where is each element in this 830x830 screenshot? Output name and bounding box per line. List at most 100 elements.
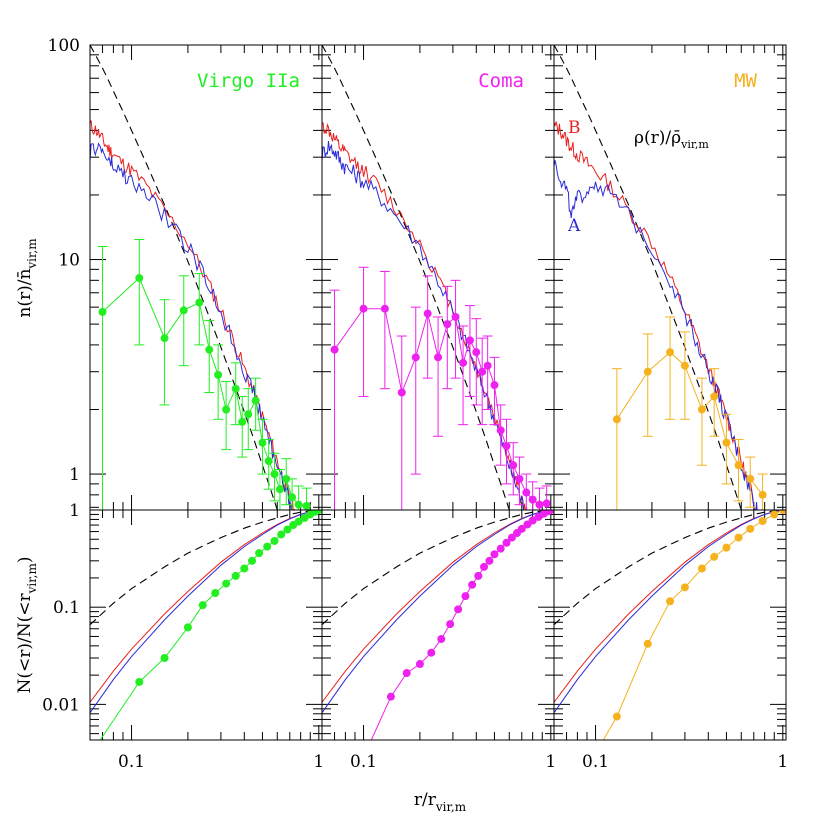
panel-frame-bottom xyxy=(321,509,555,741)
density-point xyxy=(483,361,492,370)
cumulative-point xyxy=(734,533,743,542)
x-axis-label: r/rvir,m xyxy=(414,790,467,814)
density-point xyxy=(434,353,443,362)
density-point xyxy=(238,417,247,426)
cumulative-point xyxy=(231,571,240,580)
cumulative-panel-1 xyxy=(322,510,554,740)
dashed-density-curve xyxy=(90,45,278,510)
panel-title-mw: MW xyxy=(734,70,757,92)
model-b-cumulative-curve xyxy=(554,510,783,703)
density-point xyxy=(496,426,505,435)
cumulative-point xyxy=(746,524,755,533)
panel-frame-top xyxy=(89,44,323,511)
y-tick-label-bottom: 1 xyxy=(69,501,80,521)
panel-frame-top xyxy=(321,44,555,511)
x-tick-label: 0.1 xyxy=(118,752,145,772)
cumulative-point xyxy=(263,542,272,551)
density-point xyxy=(330,345,339,354)
x-tick-label: 1 xyxy=(313,752,324,772)
data-density-line xyxy=(616,351,763,496)
density-point xyxy=(746,474,755,483)
cumulative-point xyxy=(183,623,192,632)
cumulative-point xyxy=(160,654,169,663)
y-axis-label-bottom-end: ) xyxy=(15,557,35,564)
panel-title-virgo: Virgo IIa xyxy=(197,70,300,92)
cumulative-point xyxy=(415,660,424,669)
dashed-density-curve xyxy=(322,45,510,510)
cumulative-point xyxy=(386,692,395,701)
density-point xyxy=(214,370,223,379)
density-point xyxy=(288,493,297,502)
density-annotation: ρ(r)/ρ̄vir,m xyxy=(634,128,709,151)
density-point xyxy=(522,488,531,497)
x-axis-label-main: r/r xyxy=(414,790,437,810)
density-point xyxy=(535,500,544,509)
density-point xyxy=(98,307,107,316)
cumulative-point xyxy=(211,588,220,597)
density-point xyxy=(264,457,273,466)
cumulative-point xyxy=(474,571,483,580)
cumulative-point xyxy=(507,533,516,542)
cumulative-point xyxy=(502,538,511,547)
cumulative-point xyxy=(222,579,231,588)
density-point xyxy=(515,474,524,483)
y-axis-label-bottom: N(<r)/N(<rvir,m) xyxy=(15,557,39,694)
cumulative-point xyxy=(528,516,537,525)
density-point xyxy=(423,309,432,318)
cumulative-point xyxy=(314,510,322,514)
cumulative-panel-2 xyxy=(554,510,786,740)
cumulative-point xyxy=(427,648,436,657)
density-panel-1 xyxy=(322,45,552,510)
model-b-density-curve xyxy=(554,121,758,510)
cumulative-point xyxy=(697,564,706,573)
y-tick-label-bottom: 0.01 xyxy=(42,695,80,715)
y-axis-label-bottom-main: N(<r)/N(<r xyxy=(15,593,35,694)
density-point xyxy=(411,353,420,362)
x-tick-label: 0.1 xyxy=(582,752,609,772)
cumulative-point xyxy=(283,525,292,534)
density-point xyxy=(472,348,481,357)
density-point xyxy=(222,405,231,414)
model-a-cumulative-curve xyxy=(90,510,319,714)
cumulative-point xyxy=(248,556,257,565)
cumulative-point xyxy=(446,620,455,629)
cumulative-point xyxy=(758,517,767,526)
density-point xyxy=(697,405,706,414)
density-point xyxy=(643,367,652,376)
cumulative-point xyxy=(485,556,494,565)
curve-label-a: A xyxy=(567,216,581,236)
density-point xyxy=(302,501,311,510)
density-point xyxy=(490,381,499,390)
panel-title-coma: Coma xyxy=(478,70,524,92)
y-tick-label-top: 100 xyxy=(48,36,80,56)
cumulative-point xyxy=(643,639,652,648)
cumulative-point xyxy=(710,552,719,561)
y-tick-label-top: 10 xyxy=(58,251,80,271)
model-a-density-curve xyxy=(554,160,758,510)
density-point xyxy=(282,474,291,483)
model-a-cumulative-curve xyxy=(554,510,783,714)
y-tick-label-bottom: 0.1 xyxy=(53,598,80,618)
density-point xyxy=(205,345,214,354)
panel-frame-bottom xyxy=(553,509,787,741)
density-point xyxy=(465,336,474,345)
model-a-density-curve xyxy=(90,142,293,510)
y-tick-label-top: 1 xyxy=(69,465,80,485)
density-annotation-sub: vir,m xyxy=(680,138,709,151)
cumulative-point xyxy=(778,510,786,514)
panel-frames xyxy=(89,44,787,741)
density-point xyxy=(528,495,537,504)
x-tick-label: 1 xyxy=(777,752,788,772)
density-point xyxy=(135,274,144,283)
density-point xyxy=(258,438,267,447)
y-axis-label-top-sub: vir,m xyxy=(25,238,39,270)
data-density-line xyxy=(334,308,547,506)
labels: 0.1 1 0.1 1 0.1 1 100 10 1 1 0.1 0.01 r/… xyxy=(15,36,788,814)
cumulative-point xyxy=(240,564,249,573)
density-point xyxy=(231,384,240,393)
data-cumulative-line xyxy=(602,510,784,740)
dashed-cumulative-curve xyxy=(322,510,551,626)
y-axis-label-bottom-sub: vir,m xyxy=(25,563,39,595)
model-a-density-curve xyxy=(322,140,525,510)
panel-frame-bottom xyxy=(89,509,323,741)
